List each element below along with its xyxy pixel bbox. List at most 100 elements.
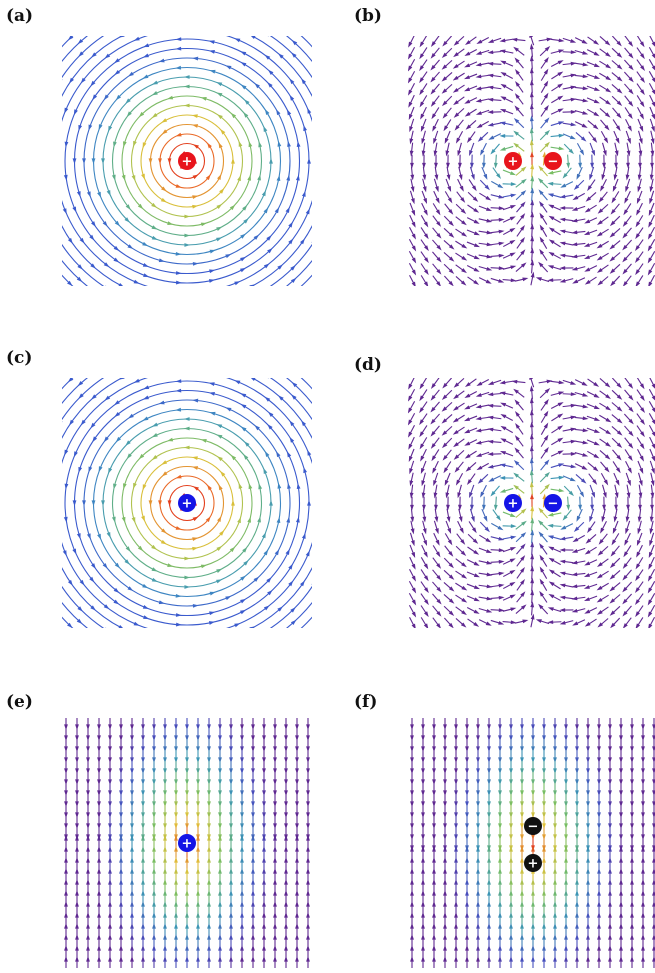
field-arrowhead [167,500,172,507]
charge-marker: + [504,152,522,170]
field-arrowhead [487,110,494,115]
field-arrowhead [421,757,425,764]
field-arrowhead [608,834,612,841]
field-arrowhead [498,823,502,830]
field-arrowhead [448,562,454,569]
field-arrowhead [564,856,568,863]
field-arrowhead [564,955,568,962]
field-arrowhead [553,823,557,830]
field-arrowhead [262,746,266,753]
panel-label-e: (e) [6,692,33,712]
field-arrowhead [262,922,266,929]
field-arrowhead [75,790,79,797]
field-arrowhead [251,845,255,852]
field-arrowhead [174,955,178,962]
field-arrowhead [548,557,555,563]
field-arrowhead [295,757,299,764]
field-arrowhead [141,922,145,929]
field-arrowhead [264,396,271,402]
field-arrowhead [421,845,425,852]
field-arrowhead [218,142,223,149]
field-arrowhead [432,812,436,819]
field-arrowhead [249,626,256,628]
field-arrowhead [652,933,655,940]
field-arrowhead [108,900,112,907]
field-arrowhead [443,757,447,764]
charge-disc [544,152,562,170]
field-arrowhead [605,63,612,69]
field-arrowhead [421,955,425,962]
field-arrowhead [119,955,123,962]
field-arrowhead [630,955,634,962]
field-arrowhead [274,549,280,556]
field-arrowhead [185,735,189,742]
field-arrowhead [498,194,505,199]
field-arrowhead [130,757,134,764]
field-arrowhead [487,933,491,940]
field-arrowhead [487,955,491,962]
field-arrowhead [586,911,590,918]
field-arrowhead [443,735,447,742]
field-arrowhead [605,405,612,411]
field-arrowhead [586,955,590,962]
field-arrowhead [624,539,629,546]
field-arrowhead [498,900,502,907]
field-arrowhead [448,209,454,215]
field-arrowhead [496,515,502,521]
field-arrowhead [509,171,517,176]
field-arrowhead [422,186,427,193]
field-arrowhead [582,404,589,409]
field-arrowhead [152,823,156,830]
field-arrowhead [448,610,455,616]
field-arrowhead [602,150,607,157]
field-arrowhead [209,249,216,254]
field-arrowhead [185,724,189,731]
field-arrowhead [251,933,255,940]
field-arrowhead [446,504,450,511]
field-arrowhead [520,566,525,573]
field-arrowhead [216,92,223,97]
field-arrowhead [69,419,74,426]
field-arrowhead [553,746,557,753]
field-arrowhead [593,382,600,387]
field-arrowhead [481,504,486,511]
field-arrowhead [590,162,594,169]
field-arrowhead [486,242,493,247]
field-arrowhead [600,527,605,534]
field-arrowhead [207,812,211,819]
field-arrowhead [465,724,469,731]
field-arrowhead [108,757,112,764]
field-arrowhead [163,922,167,929]
field-arrowhead [266,577,272,583]
field-arrowhead [603,137,609,144]
field-arrowhead [513,46,519,52]
field-arrowhead [509,569,516,575]
field-arrowhead [131,175,136,182]
field-arrowhead [515,80,520,87]
field-arrowhead [441,406,448,412]
field-arrowhead [529,127,534,134]
field-arrowhead [240,84,247,90]
field-arrowhead [531,944,535,951]
field-arrowhead [529,409,534,416]
field-arrowhead [641,867,645,874]
field-arrowhead [152,834,156,841]
field-arrowhead [86,900,90,907]
field-arrowhead [207,735,211,742]
field-arrowhead [473,585,481,590]
field-arrowhead [487,392,494,397]
field-arrowhead [558,121,565,126]
field-arrowhead [142,263,149,267]
field-arrowhead [553,834,557,841]
field-arrowhead [141,933,145,940]
field-arrowhead [443,867,447,874]
field-arrowhead [196,801,200,808]
field-arrowhead [185,900,189,907]
field-arrowhead [473,561,480,566]
field-arrowhead [443,467,449,474]
field-arrowhead [609,232,616,238]
field-arrowhead [609,610,616,616]
field-arrowhead [530,529,535,536]
field-arrowhead [465,801,469,808]
field-arrowhead [490,490,496,497]
